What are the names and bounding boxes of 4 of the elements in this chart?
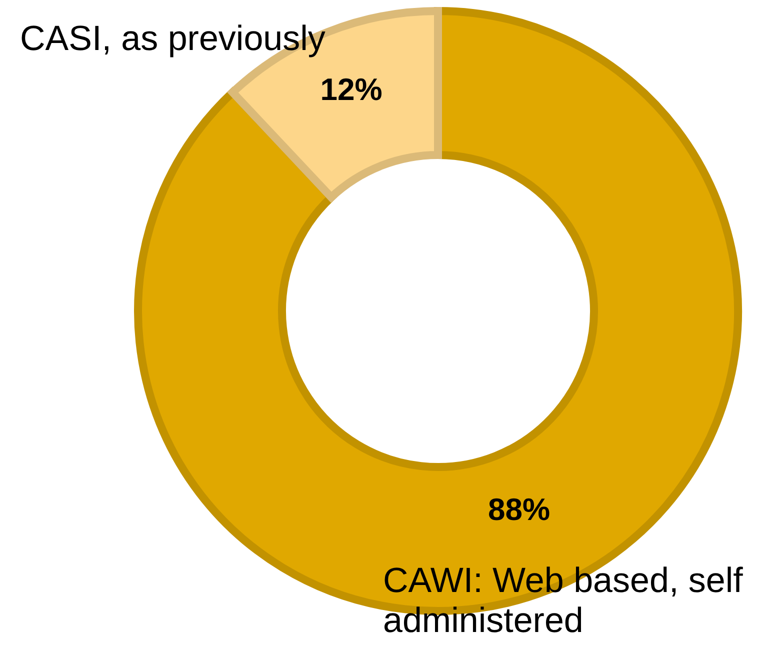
- data-label: 12%: [320, 72, 382, 108]
- slice-label: CASI, as previously: [20, 19, 326, 58]
- data-label: 88%: [488, 492, 550, 528]
- slice-label: CAWI: Web based, self administered: [383, 561, 744, 640]
